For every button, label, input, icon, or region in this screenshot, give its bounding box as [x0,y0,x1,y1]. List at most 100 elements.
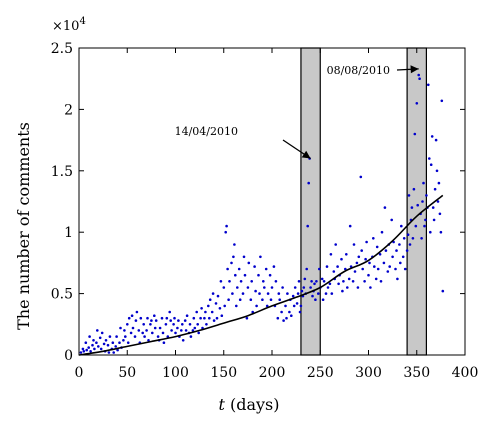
data-point [264,267,268,271]
data-point [375,245,379,249]
x-tick-label: 100 [162,365,189,381]
data-point [433,187,437,191]
data-point [330,292,334,295]
data-point [328,282,332,286]
data-point [410,206,414,209]
data-point [219,280,223,283]
data-point [257,273,260,277]
data-point [384,249,388,252]
data-point [254,289,257,293]
data-point [84,341,88,345]
data-point [268,273,272,277]
data-point [372,237,375,240]
data-point [408,243,412,246]
data-point [249,298,253,302]
data-point [423,224,426,228]
data-point [425,194,428,197]
data-point [305,267,309,271]
data-point [137,329,141,332]
data-point [115,335,118,338]
data-point [286,292,289,295]
data-point [247,261,251,265]
data-point [282,319,285,322]
data-point [95,341,98,345]
x-tick-label: 150 [210,365,237,381]
data-point [227,298,230,302]
data-point [130,314,134,318]
data-point [394,267,397,271]
data-point [123,329,126,332]
data-point [337,282,340,286]
y-tick-label: 2.5 [51,41,73,57]
data-point [262,280,265,283]
data-point [176,326,179,330]
y-multiplier-base: ×10 [52,19,79,34]
data-point [418,77,421,80]
data-point [88,335,91,338]
data-point [174,331,177,335]
data-point [334,243,338,246]
data-point [352,243,356,246]
data-point [296,292,300,295]
data-point [233,243,236,246]
data-point [332,270,336,273]
data-point [310,280,313,283]
data-point [320,277,324,281]
data-point [168,310,171,314]
data-point [376,267,380,271]
data-point [108,335,112,338]
data-point [150,319,153,322]
data-point [102,342,106,346]
data-point [421,200,424,203]
y-axis-ticks: 0 0.5 1 1.5 2 2.5 [51,41,465,364]
data-point [87,346,90,349]
data-point [400,224,403,228]
data-point [403,267,407,271]
data-point [300,289,304,293]
data-point [302,286,306,289]
data-point [242,255,246,259]
data-point [406,233,410,236]
data-point [158,326,162,330]
data-point [255,304,258,308]
data-point [251,310,254,314]
data-point [272,265,276,268]
data-point [355,261,359,265]
data-point [153,326,157,330]
data-point [220,314,224,318]
data-point [161,331,165,335]
data-point [369,286,372,289]
data-point [253,265,256,268]
data-point [414,224,418,228]
data-point [200,307,203,310]
data-point [164,323,168,326]
data-point [399,261,402,265]
data-point [259,255,262,259]
data-point [246,286,250,289]
data-point [183,319,187,322]
data-point [211,292,215,295]
data-point [413,132,417,136]
data-point [205,323,208,326]
x-tick-label: 0 [75,365,84,381]
data-point [436,200,440,203]
data-point [143,335,146,338]
data-point [277,292,281,295]
x-tick-label: 50 [118,365,136,381]
data-point [236,286,239,289]
data-point [149,323,152,326]
data-point [92,339,95,342]
data-point [431,206,435,209]
data-point [363,280,366,283]
data-point [141,331,144,335]
data-point [361,267,365,271]
data-point [346,286,349,289]
data-point [347,277,351,281]
data-point [81,347,85,351]
data-point [293,286,297,289]
data-point [340,257,343,261]
data-point [172,323,175,326]
data-point [153,314,156,318]
data-point [298,310,302,314]
